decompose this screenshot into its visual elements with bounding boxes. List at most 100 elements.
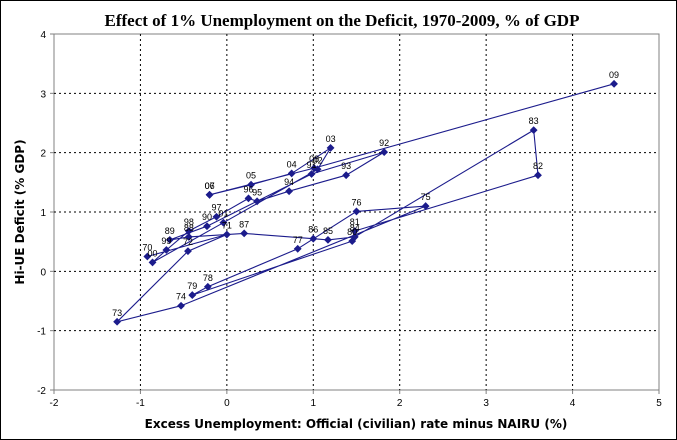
data-point-97 — [212, 212, 221, 221]
point-label-75: 75 — [421, 192, 431, 202]
y-axis-label: Hi-UE Deficit (% GDP) — [13, 139, 27, 284]
point-label-74: 74 — [176, 292, 186, 302]
point-label-76: 76 — [351, 197, 361, 207]
point-label-87: 87 — [239, 219, 249, 229]
point-label-70: 70 — [142, 243, 152, 253]
point-label-79: 79 — [187, 281, 197, 291]
y-axis-ticks: -2 -1 0 1 2 3 4 — [37, 30, 54, 397]
point-label-93: 93 — [341, 161, 351, 171]
point-label-78: 78 — [203, 273, 213, 283]
point-label-88: 88 — [184, 223, 194, 233]
data-point-05 — [247, 180, 255, 189]
data-point-83 — [529, 126, 538, 135]
point-label-06: 06 — [205, 181, 215, 191]
point-label-05: 05 — [246, 171, 256, 181]
data-point-89 — [165, 235, 174, 244]
y-tick-label: 3 — [40, 89, 46, 100]
point-label-96: 96 — [243, 184, 253, 194]
x-axis-label: Excess Unemployment: Official (civilian)… — [145, 417, 568, 431]
point-label-95: 95 — [252, 187, 262, 197]
x-axis-ticks: -2 -1 0 1 2 3 4 5 — [50, 390, 662, 409]
data-point-92 — [380, 148, 389, 156]
data-point-99 — [162, 246, 171, 254]
data-markers — [113, 79, 618, 326]
point-label-81: 81 — [350, 217, 360, 227]
data-point-70 — [143, 252, 152, 261]
x-tick-label: 4 — [570, 398, 576, 409]
point-label-00: 00 — [148, 248, 158, 258]
data-point-01 — [219, 218, 228, 227]
y-tick-label: 2 — [40, 149, 46, 160]
data-point-82 — [534, 171, 542, 180]
point-label-01: 01 — [218, 209, 228, 219]
data-point-07 — [205, 190, 214, 199]
data-point-78 — [203, 282, 212, 291]
data-point-09 — [610, 79, 618, 88]
x-tick-label: 2 — [397, 398, 403, 409]
point-label-97: 97 — [211, 203, 221, 213]
data-point-86 — [309, 234, 318, 243]
gridlines — [54, 34, 659, 390]
point-label-04: 04 — [287, 159, 297, 169]
point-label-08: 08 — [309, 154, 319, 164]
data-point-04 — [287, 169, 296, 178]
point-label-71: 71 — [222, 221, 232, 231]
data-point-77 — [293, 244, 302, 253]
point-label-92: 92 — [379, 138, 389, 148]
point-label-83: 83 — [529, 116, 539, 126]
data-point-00 — [148, 258, 157, 267]
data-point-79 — [188, 291, 197, 299]
data-point-71 — [222, 230, 231, 239]
point-label-99: 99 — [161, 236, 171, 246]
point-label-72: 72 — [183, 237, 193, 247]
x-tick-label: 1 — [311, 398, 317, 409]
x-tick-label: -2 — [50, 398, 59, 409]
data-point-73 — [113, 317, 121, 326]
point-label-77: 77 — [293, 235, 303, 245]
point-label-98: 98 — [184, 217, 194, 227]
data-point-94 — [285, 187, 293, 196]
point-label-03: 03 — [326, 134, 336, 144]
data-point-88 — [184, 233, 193, 241]
data-point-76 — [352, 207, 361, 216]
data-point-74 — [177, 301, 185, 310]
point-label-89: 89 — [165, 226, 175, 236]
point-label-85: 85 — [323, 226, 333, 236]
x-tick-label: -1 — [136, 398, 145, 409]
chart-title: Effect of 1% Unemployment on the Deficit… — [105, 11, 580, 30]
point-label-80: 80 — [347, 227, 357, 237]
y-tick-label: 4 — [40, 30, 46, 41]
data-point-72 — [184, 247, 192, 256]
data-point-96 — [244, 194, 253, 203]
point-label-91: 91 — [307, 160, 317, 170]
point-label-94: 94 — [284, 177, 294, 187]
data-point-93 — [342, 171, 351, 180]
data-point-87 — [240, 229, 249, 238]
point-label-09: 09 — [609, 70, 619, 80]
y-tick-label: 1 — [40, 208, 46, 219]
y-tick-label: -2 — [37, 386, 46, 397]
data-point-95 — [253, 197, 262, 206]
point-label-86: 86 — [308, 225, 318, 235]
point-label-84: 84 — [350, 223, 360, 233]
point-label-07: 07 — [205, 181, 215, 191]
data-point-85 — [324, 235, 332, 244]
x-tick-label: 5 — [656, 398, 662, 409]
data-point-90 — [203, 222, 211, 231]
y-tick-label: 0 — [40, 267, 46, 278]
point-label-02: 02 — [313, 155, 323, 165]
y-tick-label: -1 — [37, 327, 46, 338]
data-point-75 — [421, 202, 430, 210]
data-point-03 — [326, 144, 335, 152]
point-label-73: 73 — [112, 308, 122, 318]
data-point-84 — [350, 233, 359, 241]
data-point-98 — [184, 227, 193, 235]
point-label-90: 90 — [202, 212, 212, 222]
x-tick-label: 0 — [224, 398, 230, 409]
data-point-91 — [307, 170, 316, 178]
point-label-82: 82 — [533, 161, 543, 171]
data-point-08 — [310, 164, 319, 173]
x-tick-label: 3 — [483, 398, 489, 409]
